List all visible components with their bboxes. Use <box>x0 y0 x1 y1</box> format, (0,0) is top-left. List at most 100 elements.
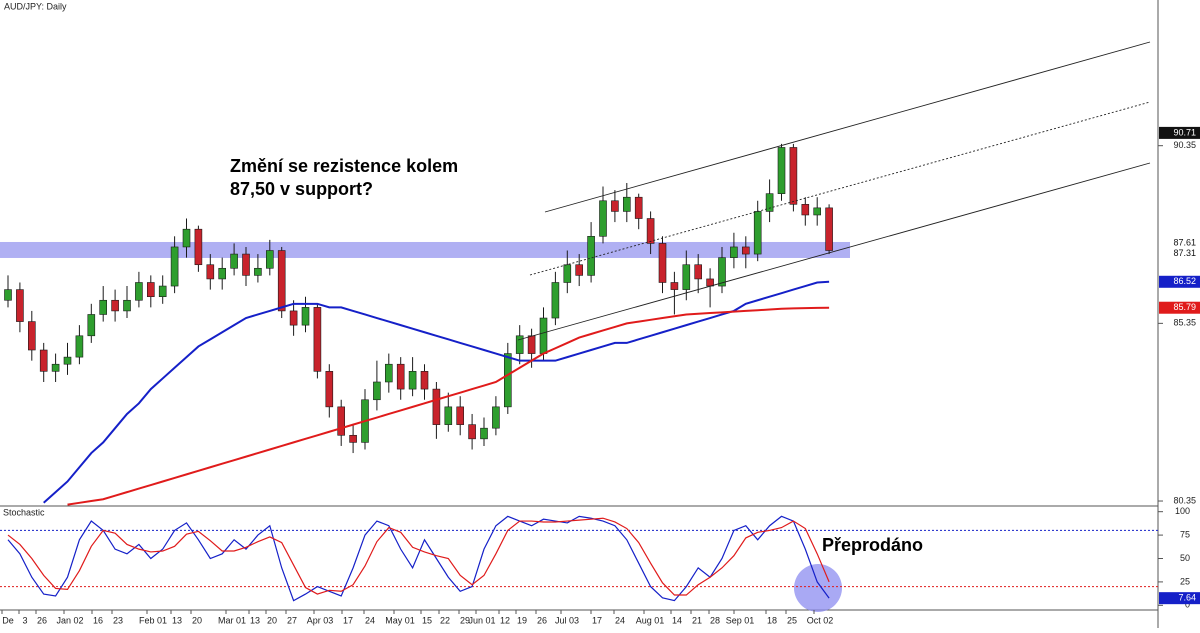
x-tick-label: 15 <box>422 615 432 625</box>
candle-body <box>420 371 429 390</box>
x-tick-label: Jul 03 <box>555 615 579 625</box>
x-tick-label: 18 <box>767 615 777 625</box>
candle-body <box>4 289 12 301</box>
candle-body <box>599 200 607 237</box>
candle-body <box>539 317 548 354</box>
candle-body <box>527 335 536 354</box>
x-tick-label: 27 <box>287 615 297 625</box>
candle-body <box>51 363 60 372</box>
x-tick-label: 13 <box>250 615 260 625</box>
candle-body <box>182 228 191 248</box>
candle-body <box>468 424 476 440</box>
candle-body <box>337 406 346 436</box>
candle-body <box>563 264 572 283</box>
candle-body <box>194 228 203 266</box>
candle-body <box>313 307 322 372</box>
candle-body <box>147 282 155 298</box>
x-tick-label: 21 <box>692 615 702 625</box>
candle-body <box>39 349 48 372</box>
annotation: 87,50 v support? <box>230 179 373 199</box>
candle-body <box>63 356 72 365</box>
candle-body <box>349 434 357 443</box>
candle-body <box>254 267 262 276</box>
candle-body <box>575 264 584 276</box>
candle-body <box>301 307 310 326</box>
candle-body <box>730 246 738 258</box>
candle-body <box>658 243 667 283</box>
candle-body <box>75 335 84 358</box>
candle-body <box>158 285 167 298</box>
candle-body <box>670 282 679 290</box>
candle-body <box>444 406 453 425</box>
price-tag <box>1159 126 1200 139</box>
stochastic-pane <box>0 515 1158 602</box>
price-tag <box>1159 301 1200 314</box>
value-tag <box>1159 592 1200 605</box>
candle-body <box>384 363 393 383</box>
candle-body <box>396 363 405 390</box>
candle-body <box>277 250 286 312</box>
candle-body <box>789 147 798 205</box>
x-tick-label: Oct 02 <box>807 615 834 625</box>
y-tick-label: 90.35 <box>1173 140 1196 150</box>
support-zone <box>0 241 850 258</box>
x-tick-label: 20 <box>192 615 202 625</box>
candle-body <box>27 321 36 351</box>
candle-body <box>218 267 226 280</box>
candle-body <box>373 381 381 401</box>
candle-body <box>408 371 417 390</box>
candle-body <box>135 282 143 301</box>
candle-body <box>765 193 774 212</box>
candle-body <box>325 371 334 408</box>
chart-title: AUD/JPY: Daily <box>4 1 67 11</box>
y-tick-label: 75 <box>1180 529 1190 539</box>
candle-body <box>515 335 524 354</box>
x-tick-label: 17 <box>343 615 353 625</box>
x-tick-label: 22 <box>440 615 450 625</box>
price-tag <box>1159 237 1200 250</box>
candle-body <box>611 200 619 212</box>
candle-body <box>777 147 786 194</box>
price-pane <box>0 143 850 506</box>
y-tick-label: 80.35 <box>1173 495 1196 505</box>
y-tick-label: 85.35 <box>1173 318 1196 328</box>
candle-body <box>753 211 762 255</box>
x-tick-label: 19 <box>517 615 527 625</box>
candle-body <box>646 218 655 244</box>
price-tag-label: 86.52 <box>1173 276 1196 286</box>
stochastic-line <box>7 517 830 596</box>
x-tick-label: 14 <box>672 615 682 625</box>
indicator-title: Stochastic <box>3 507 45 517</box>
candle-body <box>432 388 441 425</box>
candle-body <box>718 257 726 287</box>
candle-body <box>503 353 512 408</box>
x-tick-label: 23 <box>113 615 123 625</box>
candle-body <box>813 207 822 216</box>
candle-body <box>741 246 750 255</box>
moving-average <box>43 280 830 504</box>
candle-body <box>242 253 250 276</box>
x-tick-label: 3 <box>22 615 27 625</box>
x-tick-label: Sep 01 <box>726 615 755 625</box>
candle-body <box>682 264 691 290</box>
channel-upper <box>544 41 1151 213</box>
candle-body <box>170 246 179 287</box>
y-tick-label: 100 <box>1175 506 1190 516</box>
x-tick-label: 24 <box>365 615 375 625</box>
candle-body <box>16 289 24 322</box>
candle-body <box>289 310 298 326</box>
x-tick-label: 29 <box>460 615 470 625</box>
price-tag-label: 90.71 <box>1173 127 1196 137</box>
candle-body <box>622 196 631 212</box>
y-tick-label: 50 <box>1180 553 1190 563</box>
x-tick-label: 26 <box>37 615 47 625</box>
candle-body <box>492 406 500 429</box>
candle-body <box>706 278 714 287</box>
price-tag-label: 87.31 <box>1173 248 1196 258</box>
price-tag-label: 87.61 <box>1173 237 1196 247</box>
x-tick-label: 25 <box>787 615 797 625</box>
candle-body <box>825 207 833 251</box>
annotation: Změní se rezistence kolem <box>230 156 458 176</box>
x-tick-label: Aug 01 <box>636 615 665 625</box>
